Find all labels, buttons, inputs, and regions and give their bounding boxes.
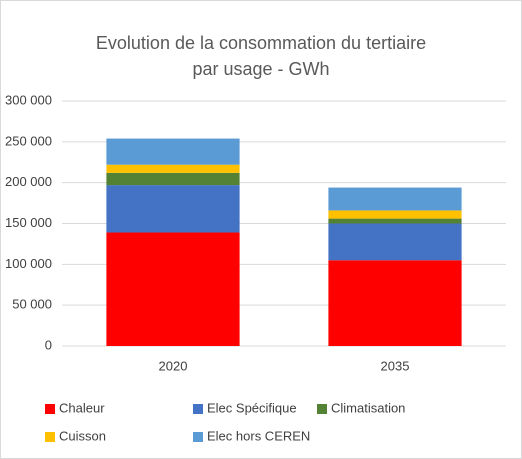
chart-title: par usage - GWh	[192, 59, 329, 79]
bar-segment	[106, 232, 240, 346]
legend-label: Chaleur	[59, 400, 105, 415]
legend-label: Elec Spécifique	[207, 400, 297, 415]
legend-swatch	[45, 432, 55, 442]
y-tick-label: 50 000	[12, 297, 52, 312]
bar-segment	[328, 187, 462, 211]
bar-segment	[106, 164, 240, 173]
y-tick-label: 100 000	[5, 256, 52, 271]
bar-segment	[106, 172, 240, 186]
legend-label: Elec hors CEREN	[207, 428, 310, 443]
bar-segment	[328, 210, 462, 219]
x-tick-label: 2020	[159, 358, 188, 373]
bar-segment	[106, 138, 240, 165]
legend-swatch	[193, 404, 203, 414]
bar-segment	[328, 218, 462, 224]
y-tick-label: 300 000	[5, 92, 52, 107]
legend-label: Cuisson	[59, 428, 106, 443]
legend-swatch	[317, 404, 327, 414]
chart-title: Evolution de la consommation du tertiair…	[96, 33, 426, 53]
x-tick-label: 2035	[381, 358, 410, 373]
legend-label: Climatisation	[331, 400, 405, 415]
legend-swatch	[45, 404, 55, 414]
y-tick-label: 200 000	[5, 174, 52, 189]
bar-segment	[328, 223, 462, 261]
y-tick-label: 150 000	[5, 215, 52, 230]
bar-segment	[106, 185, 240, 233]
y-tick-label: 0	[45, 337, 52, 352]
y-tick-label: 250 000	[5, 133, 52, 148]
bar-segment	[328, 260, 462, 346]
legend-swatch	[193, 432, 203, 442]
